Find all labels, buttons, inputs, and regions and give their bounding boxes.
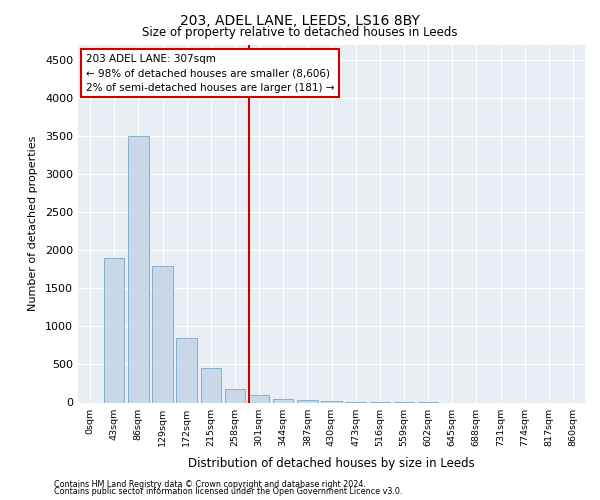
Bar [200,368,221,402]
X-axis label: Distribution of detached houses by size in Leeds: Distribution of detached houses by size … [188,457,475,470]
Bar [297,400,317,402]
Bar [104,258,124,402]
Y-axis label: Number of detached properties: Number of detached properties [28,136,38,312]
Bar [152,266,173,402]
Text: Contains public sector information licensed under the Open Government Licence v3: Contains public sector information licen… [54,488,403,496]
Bar [273,398,293,402]
Bar [128,136,149,402]
Text: 203, ADEL LANE, LEEDS, LS16 8BY: 203, ADEL LANE, LEEDS, LS16 8BY [180,14,420,28]
Text: Contains HM Land Registry data © Crown copyright and database right 2024.: Contains HM Land Registry data © Crown c… [54,480,366,489]
Text: Size of property relative to detached houses in Leeds: Size of property relative to detached ho… [142,26,458,39]
Text: 203 ADEL LANE: 307sqm
← 98% of detached houses are smaller (8,606)
2% of semi-de: 203 ADEL LANE: 307sqm ← 98% of detached … [86,54,334,92]
Bar [224,389,245,402]
Bar [249,395,269,402]
Bar [176,338,197,402]
